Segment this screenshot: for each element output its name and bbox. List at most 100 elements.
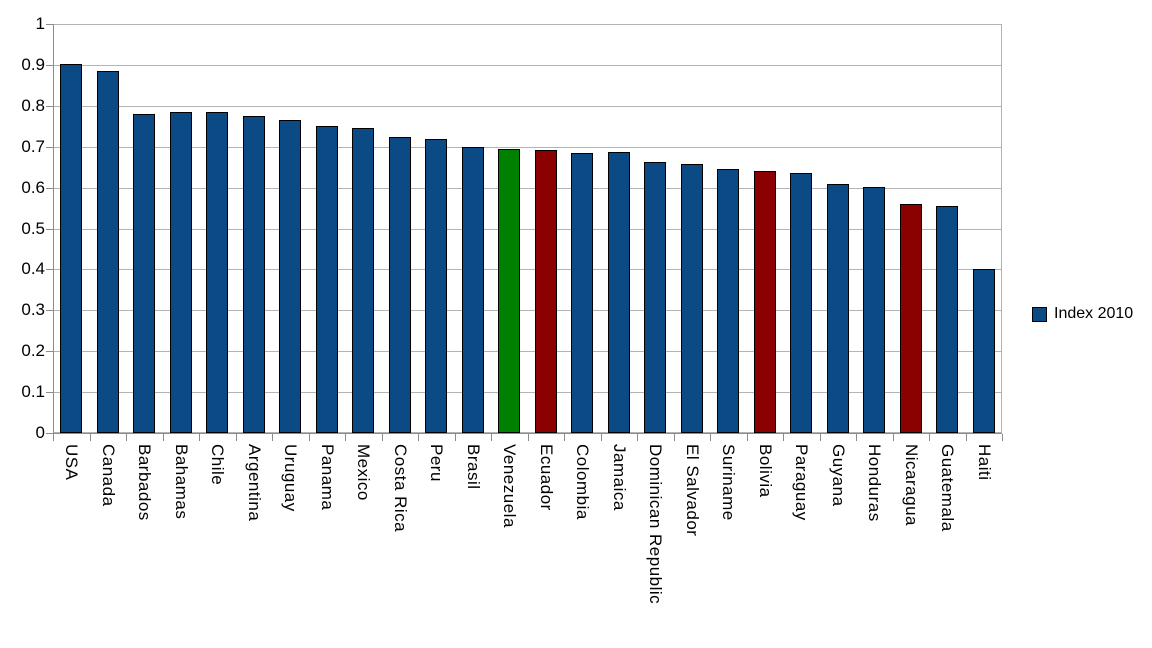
- y-axis-tick: [46, 392, 53, 393]
- x-axis-label-venezuela: Venezuela: [500, 444, 519, 528]
- gridline: [53, 269, 1002, 270]
- x-axis-tick: [53, 434, 54, 441]
- y-axis-tick: [46, 65, 53, 66]
- bar-panama: [316, 126, 338, 433]
- bar-colombia: [571, 153, 593, 433]
- bar-jamaica: [608, 152, 630, 433]
- y-axis-tick: [46, 269, 53, 270]
- legend: Index 2010: [1032, 305, 1133, 323]
- bar-suriname: [717, 169, 739, 433]
- x-axis-label-mexico: Mexico: [354, 444, 373, 501]
- x-axis-tick: [747, 434, 748, 441]
- bar-honduras: [863, 187, 885, 433]
- y-axis-tick-label: 0.3: [21, 300, 45, 319]
- gridline: [53, 392, 1002, 393]
- bar-mexico: [352, 128, 374, 433]
- x-axis-label-honduras: Honduras: [865, 444, 884, 522]
- x-axis-label-peru: Peru: [427, 444, 446, 482]
- x-axis-tick: [856, 434, 857, 441]
- x-axis-label-nicaragua: Nicaragua: [902, 444, 921, 526]
- x-axis-label-paraguay: Paraguay: [792, 444, 811, 521]
- x-axis-label-guyana: Guyana: [829, 444, 848, 507]
- x-axis-label-jamaica: Jamaica: [610, 444, 629, 511]
- y-axis-tick: [46, 310, 53, 311]
- bar-venezuela: [498, 149, 520, 433]
- x-axis-tick: [126, 434, 127, 441]
- x-axis-tick: [710, 434, 711, 441]
- x-axis-tick: [90, 434, 91, 441]
- bar-peru: [425, 139, 447, 433]
- y-axis-tick: [46, 351, 53, 352]
- bar-dominican-republic: [644, 162, 666, 433]
- x-axis-tick: [455, 434, 456, 441]
- gridline: [53, 106, 1002, 107]
- bar-argentina: [243, 116, 265, 433]
- y-axis-tick: [46, 147, 53, 148]
- y-axis-tick-label: 1: [35, 14, 45, 33]
- x-axis-label-guatemala: Guatemala: [938, 444, 957, 532]
- y-axis-tick-label: 0.4: [21, 259, 45, 278]
- x-axis-tick: [309, 434, 310, 441]
- x-axis-label-ecuador: Ecuador: [537, 444, 556, 511]
- y-axis-tick: [46, 433, 53, 434]
- gridline: [53, 229, 1002, 230]
- x-axis-tick: [345, 434, 346, 441]
- bar-chile: [206, 112, 228, 433]
- x-axis-label-costa-rica: Costa Rica: [391, 444, 410, 533]
- y-axis-tick: [46, 188, 53, 189]
- y-axis-tick-label: 0.6: [21, 178, 45, 197]
- x-axis-tick: [783, 434, 784, 441]
- x-axis-label-colombia: Colombia: [573, 444, 592, 520]
- x-axis-tick: [601, 434, 602, 441]
- y-axis-tick-label: 0.2: [21, 341, 45, 360]
- x-axis-label-haiti: Haiti: [975, 444, 994, 481]
- y-axis-tick-label: 0.1: [21, 382, 45, 401]
- x-axis-tick: [1002, 434, 1003, 441]
- y-axis-line: [53, 24, 54, 433]
- bar-guatemala: [936, 206, 958, 433]
- gridline: [53, 65, 1002, 66]
- gridline: [53, 351, 1002, 352]
- y-axis-tick-label: 0.5: [21, 219, 45, 238]
- y-axis-tick-label: 0.7: [21, 137, 45, 156]
- x-axis-label-canada: Canada: [99, 444, 118, 507]
- bar-nicaragua: [900, 204, 922, 433]
- y-axis-tick: [46, 106, 53, 107]
- x-axis-tick: [528, 434, 529, 441]
- bar-costa-rica: [389, 137, 411, 433]
- x-axis-tick: [491, 434, 492, 441]
- gridline: [53, 147, 1002, 148]
- x-axis-tick: [820, 434, 821, 441]
- x-axis-label-bolivia: Bolivia: [756, 444, 775, 498]
- x-axis-tick: [637, 434, 638, 441]
- x-axis-label-el-salvador: El Salvador: [683, 444, 702, 537]
- y-axis-tick-label: 0.8: [21, 96, 45, 115]
- gridline: [53, 310, 1002, 311]
- bar-paraguay: [790, 173, 812, 433]
- bar-el-salvador: [681, 164, 703, 433]
- x-axis-tick: [893, 434, 894, 441]
- x-axis-tick: [966, 434, 967, 441]
- bar-bahamas: [170, 112, 192, 433]
- x-axis-tick: [418, 434, 419, 441]
- x-axis-tick: [199, 434, 200, 441]
- x-axis-label-dominican-republic: Dominican Republic: [646, 444, 665, 605]
- y-axis-tick-label: 0: [35, 423, 45, 442]
- x-axis-tick: [163, 434, 164, 441]
- x-axis-tick: [382, 434, 383, 441]
- bar-brasil: [462, 147, 484, 433]
- x-axis-label-bahamas: Bahamas: [172, 444, 191, 520]
- x-axis-label-argentina: Argentina: [245, 444, 264, 522]
- x-axis-tick: [564, 434, 565, 441]
- bar-usa: [60, 64, 82, 433]
- x-axis-tick: [272, 434, 273, 441]
- y-axis-tick: [46, 24, 53, 25]
- bar-barbados: [133, 114, 155, 433]
- legend-swatch-icon: [1032, 306, 1047, 322]
- bar-guyana: [827, 184, 849, 433]
- x-axis-label-brasil: Brasil: [464, 444, 483, 490]
- y-axis-tick-label: 0.9: [21, 55, 45, 74]
- bar-bolivia: [754, 171, 776, 433]
- x-axis-tick: [929, 434, 930, 441]
